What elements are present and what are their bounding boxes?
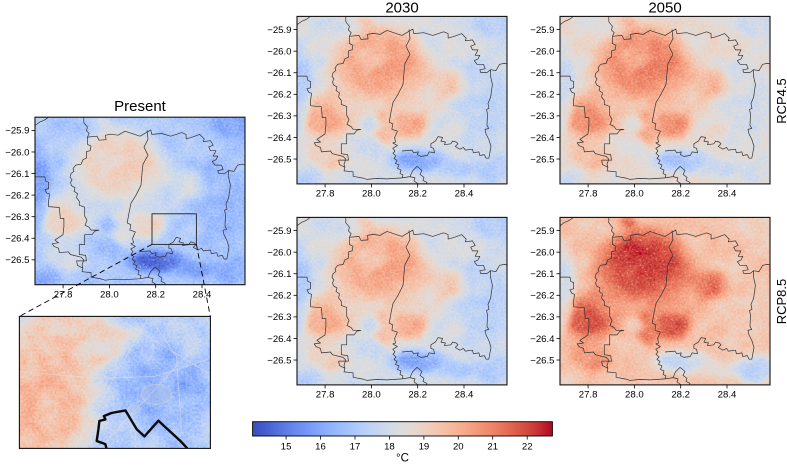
svg-text:−26.4: −26.4 <box>267 133 292 144</box>
svg-text:−26.5: −26.5 <box>5 255 29 266</box>
svg-text:28.0: 28.0 <box>100 290 119 301</box>
svg-text:−25.9: −25.9 <box>267 226 291 237</box>
svg-text:−26.3: −26.3 <box>267 111 291 122</box>
svg-text:28.4: 28.4 <box>718 390 737 401</box>
svg-text:−26.5: −26.5 <box>530 355 554 366</box>
svg-text:−26.2: −26.2 <box>5 190 29 201</box>
svg-text:−26.2: −26.2 <box>530 291 554 302</box>
svg-text:19: 19 <box>419 442 430 453</box>
svg-text:−26.3: −26.3 <box>267 312 291 323</box>
svg-text:22: 22 <box>522 442 533 453</box>
svg-text:−26.0: −26.0 <box>267 46 291 57</box>
svg-text:28.2: 28.2 <box>671 189 690 200</box>
svg-text:−25.9: −25.9 <box>5 126 29 137</box>
svg-text:28.2: 28.2 <box>408 390 427 401</box>
svg-text:27.8: 27.8 <box>579 189 598 200</box>
svg-text:−25.9: −25.9 <box>530 226 554 237</box>
svg-text:−26.2: −26.2 <box>267 90 291 101</box>
svg-text:28.0: 28.0 <box>362 189 381 200</box>
svg-text:2050: 2050 <box>648 0 681 17</box>
svg-text:°C: °C <box>396 453 409 465</box>
svg-text:−26.4: −26.4 <box>5 234 30 245</box>
svg-text:−26.1: −26.1 <box>267 269 291 280</box>
svg-text:28.2: 28.2 <box>671 390 690 401</box>
svg-text:RCP4.5: RCP4.5 <box>774 78 787 124</box>
svg-text:−26.1: −26.1 <box>530 68 554 79</box>
svg-text:28.2: 28.2 <box>146 290 165 301</box>
svg-text:2030: 2030 <box>385 0 418 17</box>
svg-text:16: 16 <box>315 442 326 453</box>
svg-text:28.4: 28.4 <box>455 390 474 401</box>
svg-text:27.8: 27.8 <box>316 189 335 200</box>
svg-text:28.0: 28.0 <box>362 390 381 401</box>
svg-text:−26.0: −26.0 <box>5 147 29 158</box>
svg-text:−26.3: −26.3 <box>530 111 554 122</box>
svg-text:−26.0: −26.0 <box>530 46 554 57</box>
svg-text:28.4: 28.4 <box>718 189 737 200</box>
svg-text:Present: Present <box>114 98 167 115</box>
svg-text:28.0: 28.0 <box>625 390 644 401</box>
svg-text:20: 20 <box>453 442 464 453</box>
svg-text:21: 21 <box>487 442 498 453</box>
svg-text:−26.2: −26.2 <box>530 90 554 101</box>
svg-text:27.8: 27.8 <box>316 390 335 401</box>
svg-text:28.0: 28.0 <box>625 189 644 200</box>
svg-text:−26.0: −26.0 <box>267 247 291 258</box>
svg-text:−26.5: −26.5 <box>267 154 291 165</box>
svg-text:−26.3: −26.3 <box>530 312 554 323</box>
svg-text:28.4: 28.4 <box>193 290 212 301</box>
svg-text:−25.9: −25.9 <box>267 25 291 36</box>
svg-text:−26.0: −26.0 <box>530 247 554 258</box>
svg-text:15: 15 <box>281 442 292 453</box>
svg-text:−26.5: −26.5 <box>267 355 291 366</box>
svg-text:28.4: 28.4 <box>455 189 474 200</box>
svg-text:−26.4: −26.4 <box>530 133 555 144</box>
svg-text:−26.1: −26.1 <box>5 169 29 180</box>
svg-text:−26.3: −26.3 <box>5 212 29 223</box>
svg-text:−26.1: −26.1 <box>530 269 554 280</box>
svg-text:−26.4: −26.4 <box>530 334 555 345</box>
svg-text:−26.1: −26.1 <box>267 68 291 79</box>
svg-text:27.8: 27.8 <box>54 290 73 301</box>
svg-text:18: 18 <box>384 442 395 453</box>
svg-text:−25.9: −25.9 <box>530 25 554 36</box>
svg-text:RCP8.5: RCP8.5 <box>774 279 787 325</box>
svg-text:−26.2: −26.2 <box>267 291 291 302</box>
svg-text:17: 17 <box>350 442 361 453</box>
svg-text:27.8: 27.8 <box>579 390 598 401</box>
svg-text:−26.4: −26.4 <box>267 334 292 345</box>
svg-text:28.2: 28.2 <box>408 189 427 200</box>
svg-text:−26.5: −26.5 <box>530 154 554 165</box>
